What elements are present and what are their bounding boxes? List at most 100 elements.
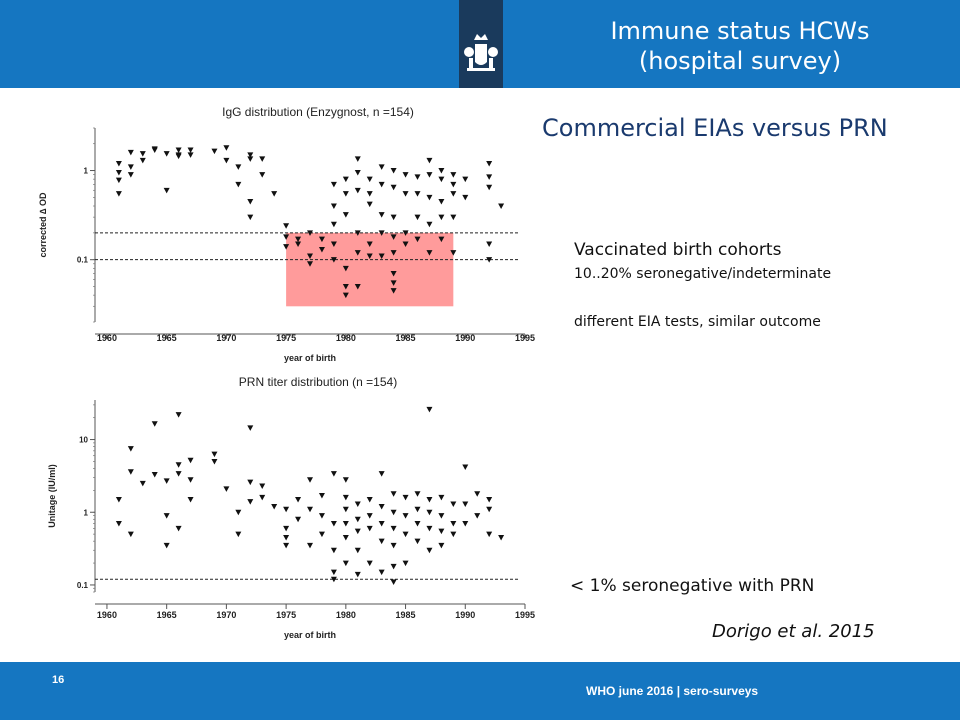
chart2-x-tick-label: 1985 (396, 610, 416, 620)
chart1-x-tick-label: 1960 (97, 333, 117, 343)
chart2-data-point (450, 521, 457, 527)
chart2-data-point (498, 534, 505, 541)
chart2-data-point (295, 496, 302, 503)
chart1-data-point (390, 214, 397, 221)
chart1-x-tick-label: 1970 (216, 333, 236, 343)
coat-of-arms-icon (464, 34, 498, 71)
chart1-data-point (175, 153, 182, 160)
chart1-data-point (127, 149, 134, 156)
chart2-data-point (259, 494, 266, 501)
chart1-data-point (354, 187, 361, 194)
chart2-data-point (438, 528, 445, 535)
note-seronegative: 10..20% seronegative/indeterminate (574, 266, 832, 282)
chart1-data-point (486, 174, 493, 180)
chart1-data-point (295, 241, 302, 247)
chart1-data-point (318, 236, 325, 243)
chart1-data-point (187, 152, 194, 158)
chart2-data-point (342, 521, 349, 527)
chart2-data-point (378, 521, 385, 527)
chart1-data-point (115, 160, 122, 167)
chart2-data-point (247, 499, 254, 505)
chart2-data-point (390, 563, 397, 570)
chart1-data-point (390, 234, 397, 240)
chart1-data-point (378, 212, 385, 218)
chart1-data-point (426, 157, 433, 164)
chart1-x-axis-label: year of birth (284, 353, 336, 363)
chart2-data-point (426, 547, 433, 554)
chart1-x-tick-label: 1965 (157, 333, 177, 343)
chart2-data-point (426, 406, 433, 413)
chart1-data-point (223, 157, 230, 164)
chart2-data-point (366, 560, 373, 567)
chart2-data-point (187, 477, 194, 483)
chart1-data-point (295, 236, 302, 243)
chart1-data-point (115, 170, 122, 176)
chart1-data-point (378, 181, 385, 188)
chart2-data-point (414, 491, 421, 497)
chart1-data-point (438, 198, 445, 205)
chart2-data-point (402, 494, 409, 501)
chart1-data-point (115, 191, 122, 197)
note-vaccinated: Vaccinated birth cohorts (574, 240, 782, 260)
chart1-data-point (366, 241, 373, 247)
chart1-data-point (438, 236, 445, 243)
chart1-data-point (115, 177, 122, 184)
chart1-title: IgG distribution (Enzygnost, n =154) (222, 105, 414, 119)
slide-title: Immune status HCWs (hospital survey) (540, 16, 940, 76)
chart2-data-point (402, 513, 409, 519)
chart2-data-point (295, 516, 302, 523)
chart1-data-point (414, 191, 421, 197)
chart1-data-point (163, 187, 170, 194)
chart1-data-point (175, 147, 182, 153)
chart2-x-tick-label: 1975 (276, 610, 296, 620)
chart1-data-point (247, 156, 254, 162)
chart2-data-point (450, 501, 457, 507)
chart1-data-point (450, 181, 457, 188)
chart1-x-tick-label: 1995 (515, 333, 535, 343)
chart1-data-point (330, 257, 337, 263)
chart1-data-point (163, 151, 170, 157)
chart1-data-point (259, 172, 266, 178)
chart1-y-axis-label: corrected ∆ OD (38, 192, 48, 258)
chart2-data-point (318, 531, 325, 538)
chart1-data-point (342, 265, 349, 272)
chart1-data-point (330, 203, 337, 210)
chart1-data-point (366, 191, 373, 197)
chart1-data-point (390, 280, 397, 286)
chart2-y-tick-label: 1 (84, 508, 89, 517)
chart1-data-point (235, 181, 242, 188)
chart2-x-tick-label: 1990 (455, 610, 475, 620)
chart1-data-point (390, 270, 397, 277)
chart2-y-axis-label: Unitage (IU/ml) (47, 464, 57, 528)
chart2-data-point (462, 521, 469, 527)
chart1-data-point (354, 230, 361, 236)
chart1-data-point (498, 203, 505, 210)
chart1-data-point (354, 284, 361, 290)
chart2-data-point (127, 469, 134, 475)
chart1-data-point (438, 168, 445, 174)
chart2-data-point (330, 547, 337, 554)
chart1-data-point (486, 257, 493, 263)
chart1-data-point (414, 214, 421, 221)
chart1-data-point (390, 168, 397, 174)
chart2-data-point (342, 477, 349, 483)
chart1-data-point (450, 250, 457, 256)
chart2-data-point (426, 525, 433, 532)
chart2-data-point (426, 509, 433, 516)
chart2-y-tick-label: 0.1 (77, 581, 89, 590)
chart1-x-tick-label: 1985 (396, 333, 416, 343)
chart1-data-point (330, 181, 337, 188)
chart1-data-point (330, 221, 337, 228)
chart2-data-point (438, 542, 445, 549)
chart1-data-point (354, 170, 361, 176)
chart2-data-point (366, 525, 373, 532)
chart1-data-point (390, 288, 397, 294)
chart1-data-point (426, 194, 433, 201)
chart1-data-point (450, 172, 457, 178)
chart1-data-point (283, 234, 290, 240)
note-different-eia: different EIA tests, similar outcome (574, 314, 821, 330)
chart1-data-point (402, 241, 409, 247)
chart1-data-point (283, 223, 290, 229)
chart2-data-point (402, 560, 409, 567)
